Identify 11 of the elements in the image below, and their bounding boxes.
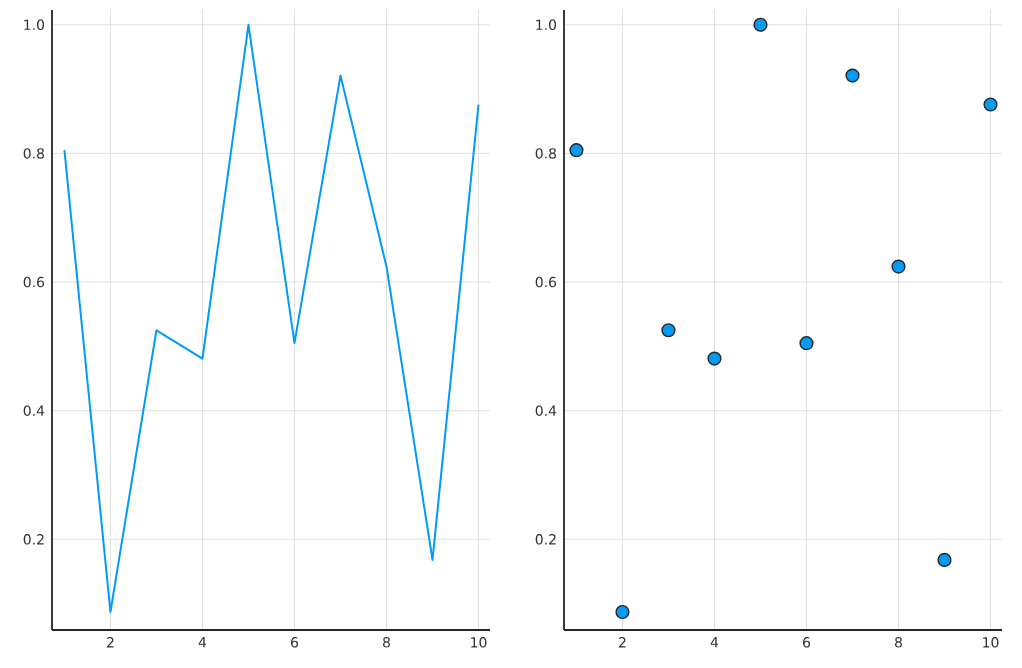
point <box>799 336 814 351</box>
point <box>891 259 906 274</box>
point <box>845 68 860 83</box>
point <box>753 17 768 32</box>
point <box>569 143 584 158</box>
point <box>937 552 952 567</box>
point <box>615 604 630 620</box>
line-series <box>63 23 480 613</box>
point <box>661 323 676 338</box>
point <box>707 351 722 366</box>
point <box>983 97 998 112</box>
